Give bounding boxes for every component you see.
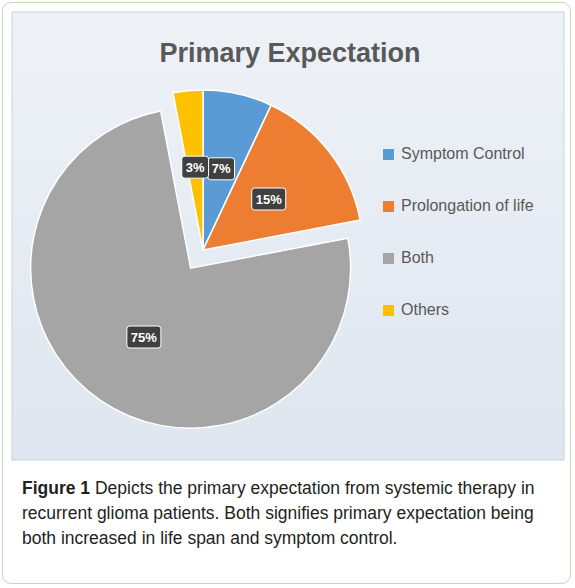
data-label-box [182, 156, 209, 178]
chart-background [12, 12, 564, 460]
pie-slice [31, 111, 351, 428]
data-label-text: 15% [256, 192, 282, 207]
data-label-box [252, 188, 286, 210]
legend-label: Others [401, 301, 449, 318]
legend-label: Symptom Control [401, 145, 525, 162]
pie-slice [203, 105, 360, 250]
figure: Primary Expectation 7% 15% 75% 3% Symptom Con… [0, 0, 575, 588]
chart-title: Primary Expectation [159, 38, 420, 68]
data-label: 15% [252, 188, 286, 210]
data-label: 7% [208, 158, 235, 180]
legend-swatch [383, 149, 394, 160]
caption: Figure 1 Depicts the primary expectation… [22, 476, 557, 551]
legend-swatch [383, 201, 394, 212]
legend: Symptom Control Prolongation of life Both O… [383, 145, 534, 318]
data-label-box [127, 326, 161, 348]
caption-text: Depicts the primary expectation from sys… [22, 478, 535, 548]
legend-label: Prolongation of life [401, 197, 534, 214]
legend-swatch [383, 305, 394, 316]
data-label-text: 75% [131, 330, 157, 345]
data-label-text: 7% [212, 161, 231, 176]
data-label-text: 3% [186, 160, 205, 175]
legend-label: Both [401, 249, 434, 266]
legend-swatch [383, 253, 394, 264]
chart: Primary Expectation 7% 15% 75% 3% Symptom Con… [0, 0, 575, 470]
data-label-box [208, 158, 235, 180]
data-label: 75% [127, 326, 161, 348]
plot-area [31, 90, 361, 428]
caption-label: Figure 1 [22, 478, 90, 498]
data-label: 3% [182, 156, 209, 178]
data-labels: 7% 15% 75% 3% [127, 156, 286, 348]
